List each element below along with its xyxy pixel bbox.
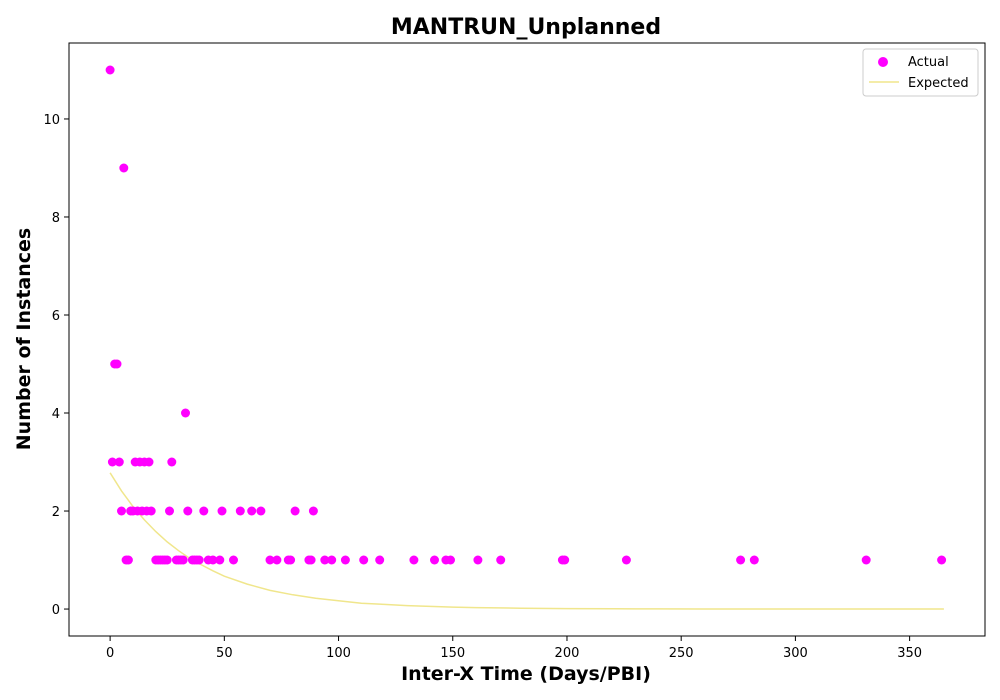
actual-point [256, 506, 266, 516]
actual-point [178, 555, 188, 565]
x-tick-label: 350 [897, 646, 922, 661]
actual-point [215, 555, 225, 565]
actual-point [286, 555, 296, 565]
x-tick-label: 0 [106, 646, 114, 661]
plot-frame [68, 42, 986, 637]
actual-point [107, 457, 117, 467]
actual-point [937, 555, 947, 565]
x-axis-label: Inter-X Time (Days/PBI) [401, 663, 651, 685]
actual-point [359, 555, 369, 565]
actual-point [117, 506, 126, 516]
x-tick-label: 50 [216, 646, 233, 661]
actual-point [235, 506, 245, 516]
actual-point [749, 555, 759, 565]
actual-point [183, 506, 193, 516]
actual-point [430, 555, 439, 565]
actual-point [327, 555, 337, 565]
actual-point [340, 555, 350, 565]
chart-title: MANTRUN_Unplanned [391, 15, 661, 40]
legend-actual-label: Actual [908, 55, 949, 70]
actual-point [861, 555, 871, 565]
actual-point [229, 555, 238, 565]
actual-points [105, 65, 947, 565]
actual-point [308, 506, 318, 516]
actual-point [105, 65, 115, 75]
actual-point [119, 163, 129, 173]
actual-point [114, 457, 124, 467]
actual-point [247, 506, 257, 516]
actual-point [146, 506, 156, 516]
actual-point [272, 555, 282, 565]
legend: Actual Expected [862, 48, 979, 97]
actual-point [473, 555, 483, 565]
expected-line [109, 472, 944, 610]
y-tick-label: 10 [43, 113, 60, 128]
actual-point [181, 408, 190, 418]
actual-point [375, 555, 385, 565]
legend-expected-label: Expected [908, 76, 969, 91]
actual-point [306, 555, 316, 565]
x-tick-label: 200 [555, 646, 580, 661]
y-tick-label: 0 [52, 603, 60, 618]
y-tick-label: 4 [52, 407, 60, 422]
actual-point [123, 555, 133, 565]
actual-point [162, 555, 172, 565]
actual-point [112, 359, 122, 369]
y-tick-label: 6 [52, 309, 60, 324]
actual-point [736, 555, 746, 565]
actual-point [409, 555, 419, 565]
plot-area [68, 42, 986, 637]
actual-point [446, 555, 455, 565]
actual-point [199, 506, 209, 516]
legend-box [862, 48, 979, 97]
y-axis-label: Number of Instances [13, 228, 35, 450]
actual-point [165, 506, 174, 516]
x-tick-label: 250 [669, 646, 694, 661]
x-tick-label: 150 [440, 646, 465, 661]
actual-point [144, 457, 154, 467]
actual-point [194, 555, 204, 565]
legend-actual-marker [878, 57, 888, 67]
x-axis: 0 50 100 150 200 250 300 350 [106, 636, 922, 661]
actual-point [496, 555, 506, 565]
y-axis: 0 2 4 6 8 10 [43, 113, 69, 618]
x-tick-label: 300 [783, 646, 808, 661]
actual-point [320, 555, 330, 565]
actual-point [560, 555, 570, 565]
x-tick-label: 100 [326, 646, 351, 661]
y-tick-label: 2 [52, 505, 60, 520]
actual-point [621, 555, 631, 565]
actual-point [217, 506, 227, 516]
actual-point [290, 506, 300, 516]
actual-point [167, 457, 177, 467]
actual-point [265, 555, 275, 565]
actual-point [208, 555, 218, 565]
y-tick-label: 8 [52, 211, 60, 226]
